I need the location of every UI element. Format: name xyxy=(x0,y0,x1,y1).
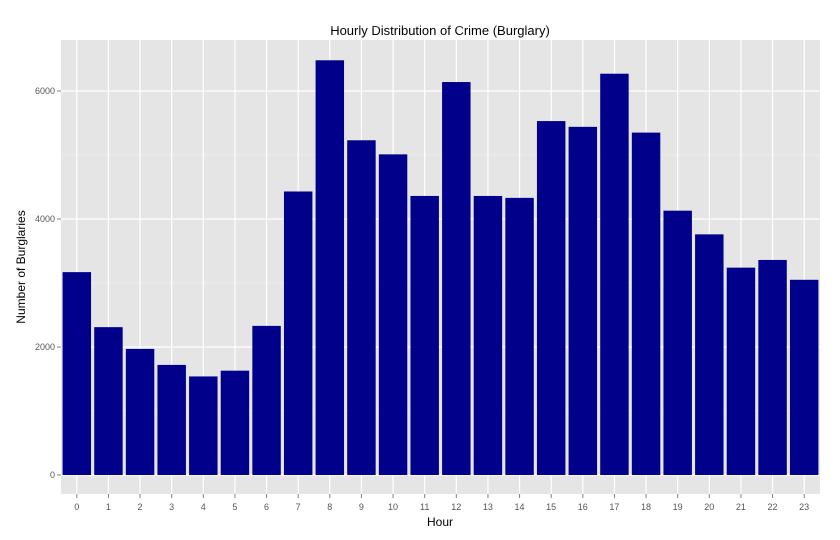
x-tick-label: 22 xyxy=(768,502,778,512)
bar-hour-8 xyxy=(315,60,345,475)
y-tick-label: 4000 xyxy=(35,214,55,224)
bar-hour-1 xyxy=(94,327,123,475)
y-tick-label: 0 xyxy=(50,470,55,480)
bar-hour-10 xyxy=(378,154,408,476)
minor-gridlines xyxy=(61,26,820,412)
bar-hour-12 xyxy=(442,82,471,475)
x-tick-label: 2 xyxy=(138,502,143,512)
x-tick-label: 4 xyxy=(201,502,206,512)
bar-hour-11 xyxy=(410,195,439,475)
bars xyxy=(62,60,819,476)
y-tick-label: 2000 xyxy=(35,342,55,352)
bar-hour-22 xyxy=(758,259,787,475)
x-tick-label: 1 xyxy=(106,502,111,512)
x-tick-label: 3 xyxy=(169,502,174,512)
x-tick-label: 11 xyxy=(420,502,429,512)
x-tick-label: 13 xyxy=(483,502,493,512)
x-axis-label: Hour xyxy=(427,515,453,529)
x-tick-label: 14 xyxy=(515,502,525,512)
bar-hour-16 xyxy=(568,126,598,475)
bar-hour-9 xyxy=(347,140,376,475)
x-tick-label: 10 xyxy=(388,502,398,512)
x-tick-label: 12 xyxy=(451,502,461,512)
bar-hour-15 xyxy=(536,121,566,475)
chart-title: Hourly Distribution of Crime (Burglary) xyxy=(330,23,550,38)
bar-hour-7 xyxy=(283,191,313,476)
x-tick-label: 21 xyxy=(736,502,746,512)
x-tick-label: 19 xyxy=(673,502,683,512)
x-tick-label: 23 xyxy=(799,502,809,512)
bar-hour-2 xyxy=(125,348,155,475)
plot-panel xyxy=(61,40,820,494)
y-axis-label: Number of Burglaries xyxy=(14,210,28,323)
x-tick-label: 8 xyxy=(327,502,332,512)
bar-hour-18 xyxy=(631,132,661,475)
bar-hour-13 xyxy=(473,195,503,475)
x-tick-label: 20 xyxy=(704,502,714,512)
bar-hour-19 xyxy=(663,210,692,475)
x-axis-ticks: 0 1 2 3 4 5 6 7 8 9 10 11 12 13 14 15 16 17 18 19 20 21 22 23 xyxy=(74,494,809,512)
bar-hour-23 xyxy=(789,279,819,475)
x-tick-label: 5 xyxy=(232,502,237,512)
bar-hour-3 xyxy=(157,364,186,475)
y-axis-ticks: 0 2000 4000 6000 xyxy=(35,86,61,480)
y-tick-label: 6000 xyxy=(35,86,55,96)
bar-hour-6 xyxy=(252,325,281,475)
bar-hour-21 xyxy=(726,267,756,475)
bar-hour-20 xyxy=(695,234,724,475)
bar-hour-17 xyxy=(600,73,629,475)
x-tick-label: 17 xyxy=(609,502,619,512)
x-tick-label: 16 xyxy=(578,502,588,512)
x-tick-label: 18 xyxy=(641,502,651,512)
bar-hour-5 xyxy=(220,370,250,475)
bar-hour-0 xyxy=(62,272,92,475)
x-tick-label: 7 xyxy=(296,502,301,512)
x-tick-label: 6 xyxy=(264,502,269,512)
bar-hour-4 xyxy=(189,376,218,475)
x-tick-label: 0 xyxy=(74,502,79,512)
x-tick-label: 15 xyxy=(546,502,556,512)
x-tick-label: 9 xyxy=(359,502,364,512)
bar-hour-14 xyxy=(505,197,534,475)
